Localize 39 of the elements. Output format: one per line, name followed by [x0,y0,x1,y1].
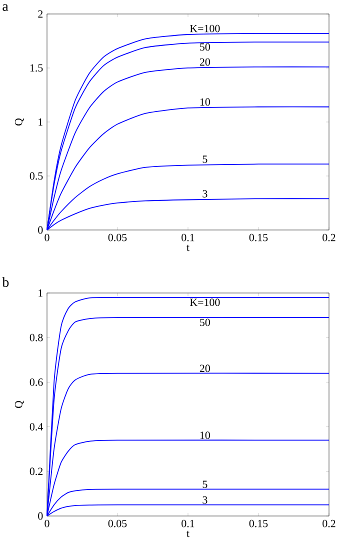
y-tick-label: 0.4 [30,423,43,431]
y-tick-label: 0.6 [30,378,43,386]
series-label: 20 [200,364,210,372]
y-tick-label: 2 [38,10,43,18]
y-tick-label: 0 [38,512,43,520]
series-label: 3 [202,190,208,198]
x-tick-label: 0 [44,520,50,528]
series-label: K=100 [190,298,220,306]
series-label: 5 [202,480,208,488]
series-label: 3 [202,496,208,504]
x-tick-label: 0.05 [108,234,127,242]
series-label: K=100 [190,24,220,32]
y-axis-title: Q [14,400,24,408]
y-tick-label: 0.8 [30,334,43,342]
y-tick-label: 1 [38,289,42,297]
y-tick-label: 1.5 [30,64,43,72]
x-axis-title: t [186,530,190,538]
x-tick-label: 0.15 [249,520,268,528]
text: a [2,4,8,11]
text: b [2,277,9,288]
x-tick-label: 0.15 [249,234,268,242]
x-axis-title: t [186,244,190,252]
series-label: 20 [200,58,210,66]
x-tick-label: 0.1 [182,234,194,242]
y-tick-label: 0.5 [30,172,43,180]
x-tick-label: 0.05 [108,520,127,528]
series-label: 50 [200,318,210,326]
x-tick-label: 0 [44,234,50,242]
x-tick-label: 0.1 [182,520,194,528]
series-label: 5 [202,156,208,163]
y-tick-label: 0.2 [30,468,43,476]
series-label: 50 [200,43,210,51]
series-label: 10 [200,98,210,106]
x-tick-label: 0.2 [322,520,336,528]
series-label: 10 [200,432,210,439]
y-tick-label: 1 [38,118,42,126]
y-axis-title: Q [14,118,24,126]
x-tick-label: 0.2 [322,234,336,242]
y-tick-label: 0 [38,226,43,234]
